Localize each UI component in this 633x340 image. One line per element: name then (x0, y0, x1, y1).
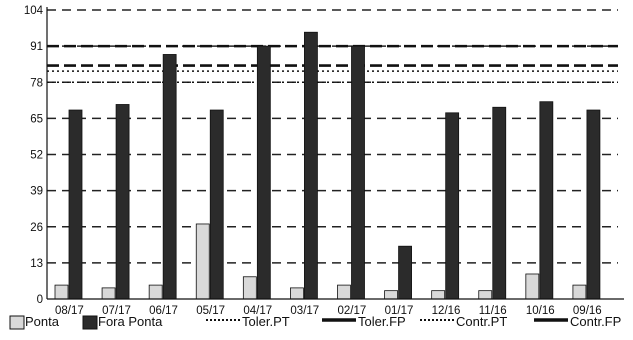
x-tick-label: 12/16 (432, 305, 461, 317)
x-tick-label: 11/16 (479, 305, 507, 317)
bar-fora-ponta (398, 245, 412, 300)
legend-label: Toler.PT (242, 314, 290, 329)
bar-ponta (195, 223, 210, 300)
bar-ponta (431, 290, 446, 300)
bar-fora-ponta (209, 109, 224, 300)
bar-ponta (525, 273, 540, 300)
y-tick-label: 104 (24, 5, 44, 17)
bar-fora-ponta (351, 45, 365, 300)
x-tick-label: 05/17 (196, 305, 225, 317)
bars (54, 31, 601, 300)
bar-fora-ponta (586, 109, 601, 300)
bar-fora-ponta (162, 54, 177, 300)
y-tick-label: 91 (30, 41, 43, 53)
x-tick-labels: 08/17 07/17 06/17 05/17 04/17 03/17 02/17 01/17… (55, 305, 602, 317)
legend: Ponta Fora Ponta Toler.PT Toler.FP Contr.PT C… (9, 314, 621, 330)
y-tick-label: 65 (30, 113, 43, 125)
legend-label: Fora Ponta (98, 314, 163, 329)
x-tick-label: 07/17 (102, 305, 131, 317)
y-tick-label: 39 (30, 186, 43, 198)
bar-fora-ponta (539, 101, 554, 300)
y-tick-label: 78 (30, 77, 43, 89)
bar-ponta (337, 284, 351, 300)
legend-swatch (9, 315, 25, 330)
x-tick-label: 01/17 (385, 305, 414, 317)
legend-label: Ponta (25, 314, 60, 329)
bar-ponta (384, 290, 398, 300)
x-tick-label: 09/16 (573, 305, 602, 317)
legend-label: Contr.FP (570, 314, 621, 329)
bar-ponta (242, 276, 257, 300)
y-tick-labels: 0 13 26 39 52 65 78 91 104 (24, 5, 44, 306)
bar-fora-ponta (115, 104, 130, 300)
bar-ponta (148, 284, 163, 300)
bar-ponta (572, 284, 587, 300)
legend-label: Contr.PT (456, 314, 507, 329)
x-tick-label: 06/17 (149, 305, 178, 317)
legend-label: Toler.FP (358, 314, 406, 329)
x-tick-label: 03/17 (290, 305, 319, 317)
bar-fora-ponta (445, 112, 460, 300)
grid-lines (47, 9, 618, 264)
y-tick-label: 26 (30, 222, 43, 234)
bar-fora-ponta (68, 109, 83, 300)
x-tick-label: 02/17 (338, 305, 367, 317)
axes (46, 7, 624, 300)
bar-fora-ponta (304, 31, 318, 300)
y-tick-label: 0 (37, 294, 43, 306)
bar-fora-ponta (256, 45, 271, 300)
reference-lines (47, 44, 618, 84)
y-tick-label: 52 (30, 150, 43, 162)
x-tick-label: 08/17 (55, 305, 84, 317)
bar-ponta (54, 284, 69, 300)
x-tick-label: 04/17 (243, 305, 272, 317)
y-tick-label: 13 (30, 258, 43, 270)
bar-ponta (478, 290, 493, 300)
bar-fora-ponta (492, 106, 507, 300)
x-tick-label: 10/16 (526, 305, 555, 317)
bar-ponta (290, 287, 304, 300)
legend-swatch (82, 315, 98, 330)
bar-ponta (101, 287, 116, 300)
